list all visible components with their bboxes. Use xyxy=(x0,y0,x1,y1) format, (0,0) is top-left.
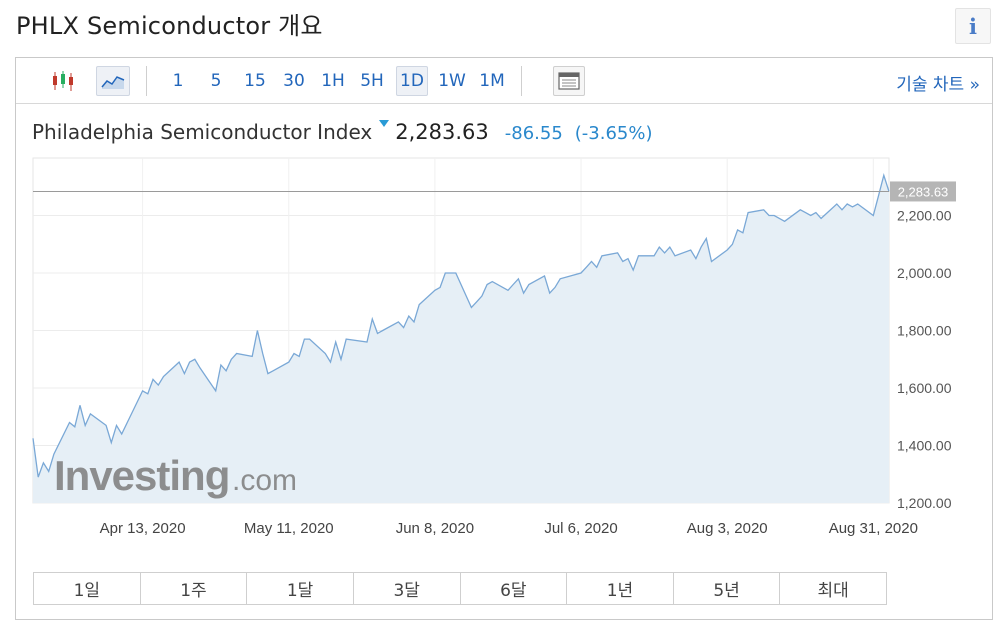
last-price: 2,283.63 xyxy=(395,120,489,144)
chart-widget: 1 5 15 30 1H 5H 1D 1W 1M 기술 차트 » Philade… xyxy=(15,57,993,620)
interval-5min[interactable]: 5 xyxy=(210,71,222,91)
data-table-icon[interactable] xyxy=(553,66,585,96)
interval-30min[interactable]: 30 xyxy=(283,71,305,91)
current-price-label: 2,283.63 xyxy=(898,184,949,199)
x-tick-label: Jun 8, 2020 xyxy=(396,520,474,537)
range-5year[interactable]: 5년 xyxy=(673,573,781,604)
quote-header: Philadelphia Semiconductor Index 2,283.6… xyxy=(32,120,653,146)
interval-5hour[interactable]: 5H xyxy=(360,71,384,91)
x-tick-label: Apr 13, 2020 xyxy=(100,520,186,537)
instrument-name: Philadelphia Semiconductor Index xyxy=(32,120,373,144)
range-6month[interactable]: 6달 xyxy=(460,573,568,604)
y-tick-label: 1,600.00 xyxy=(897,380,952,396)
candlestick-glyph xyxy=(53,71,73,91)
range-max[interactable]: 최대 xyxy=(780,573,886,604)
current-price-tag xyxy=(890,181,956,202)
candlestick-chart-icon[interactable] xyxy=(46,66,80,96)
y-tick-label: 1,200.00 xyxy=(897,495,952,511)
toolbar-separator xyxy=(146,66,147,96)
interval-15min[interactable]: 15 xyxy=(244,71,266,91)
y-tick-label: 1,800.00 xyxy=(897,323,952,339)
range-1month[interactable]: 1달 xyxy=(247,573,354,604)
interval-1day[interactable]: 1D xyxy=(396,66,428,96)
area-glyph xyxy=(101,76,125,89)
y-tick-label: 1,400.00 xyxy=(897,438,952,454)
investing-watermark-suffix: .com xyxy=(232,464,297,497)
table-glyph xyxy=(558,72,580,90)
x-tick-label: Aug 3, 2020 xyxy=(687,520,768,537)
y-tick-label: 2,200.00 xyxy=(897,208,952,224)
interval-1min[interactable]: 1 xyxy=(172,71,184,91)
price-area-fill xyxy=(33,175,889,504)
range-1day[interactable]: 1일 xyxy=(34,573,141,604)
time-range-selector: 1일 1주 1달 3달 6달 1년 5년 최대 xyxy=(33,572,887,605)
toolbar-separator xyxy=(521,66,522,96)
range-3month[interactable]: 3달 xyxy=(353,573,461,604)
down-arrow-icon xyxy=(379,120,390,127)
investing-watermark-logo: Investing xyxy=(54,452,229,499)
price-change: -86.55 xyxy=(504,123,563,144)
x-tick-label: Jul 6, 2020 xyxy=(544,520,617,537)
y-tick-label: 2,000.00 xyxy=(897,265,952,281)
x-tick-label: Aug 31, 2020 xyxy=(829,520,918,537)
x-tick-label: May 11, 2020 xyxy=(244,520,334,537)
interval-1week[interactable]: 1W xyxy=(438,71,466,91)
range-1year[interactable]: 1년 xyxy=(567,573,674,604)
interval-1hour[interactable]: 1H xyxy=(321,71,345,91)
price-chart[interactable]: 1,200.00 1,400.00 1,600.00 1,800.00 2,000.00… xyxy=(16,58,992,568)
interval-1month[interactable]: 1M xyxy=(479,71,505,91)
page-title: PHLX Semiconductor 개요 xyxy=(16,12,323,40)
area-chart-icon[interactable] xyxy=(96,66,130,96)
chart-toolbar: 1 5 15 30 1H 5H 1D 1W 1M 기술 차트 » xyxy=(16,58,992,104)
info-icon[interactable]: i xyxy=(955,8,991,44)
price-change-percent: (-3.65%) xyxy=(574,123,653,144)
range-1week[interactable]: 1주 xyxy=(140,573,248,604)
price-line xyxy=(32,172,890,478)
technical-chart-link[interactable]: 기술 차트 » xyxy=(896,75,980,95)
